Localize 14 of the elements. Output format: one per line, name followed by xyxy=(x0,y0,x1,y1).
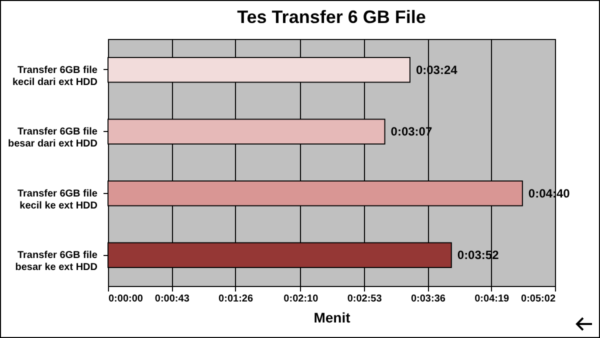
y-tick-label: Transfer 6GB file besar dari ext HDD xyxy=(8,126,98,150)
x-tick-label: 0:02:10 xyxy=(284,294,319,304)
x-tick-label: 0:05:02 xyxy=(521,294,556,304)
x-tick-label: 0:03:36 xyxy=(410,294,446,304)
x-tick-label: 0:04:19 xyxy=(474,294,510,304)
x-tick-label: 0:00:00 xyxy=(108,294,144,304)
chart-title: Tes Transfer 6 GB File xyxy=(237,7,426,27)
x-axis-title: Menit xyxy=(314,310,351,326)
y-tick-label: Transfer 6GB file besar ke ext HDD xyxy=(15,250,98,274)
y-tick-label: Transfer 6GB file kecil ke ext HDD xyxy=(17,188,98,212)
y-tick-label: Transfer 6GB file kecil dari ext HDD xyxy=(12,64,98,88)
x-tick-label: 0:00:43 xyxy=(154,294,190,304)
x-tick-label: 0:01:26 xyxy=(218,294,254,304)
x-tick-label: 0:02:53 xyxy=(347,294,382,304)
